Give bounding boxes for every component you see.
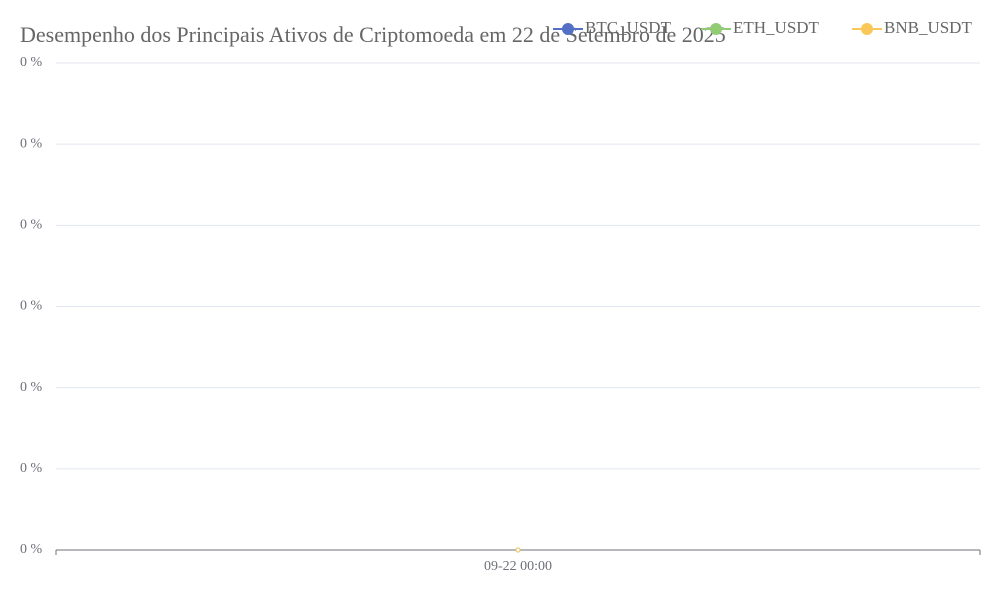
y-tick-label: 0 % <box>20 299 43 314</box>
y-tick-label: 0 % <box>20 542 43 557</box>
x-tick-label: 09-22 00:00 <box>484 559 552 574</box>
y-tick-label: 0 % <box>20 55 43 70</box>
y-tick-label: 0 % <box>20 218 43 233</box>
y-tick-label: 0 % <box>20 380 43 395</box>
data-point <box>515 547 521 553</box>
y-tick-label: 0 % <box>20 136 43 151</box>
legend-label: ETH_USDT <box>733 18 820 37</box>
legend-marker <box>710 23 722 35</box>
legend-marker <box>562 23 574 35</box>
legend-label: BNB_USDT <box>884 18 972 37</box>
legend-label: BTC_USDT <box>585 18 672 37</box>
chart-title: Desempenho dos Principais Ativos de Crip… <box>20 22 726 47</box>
y-tick-label: 0 % <box>20 461 43 476</box>
legend-marker <box>861 23 873 35</box>
